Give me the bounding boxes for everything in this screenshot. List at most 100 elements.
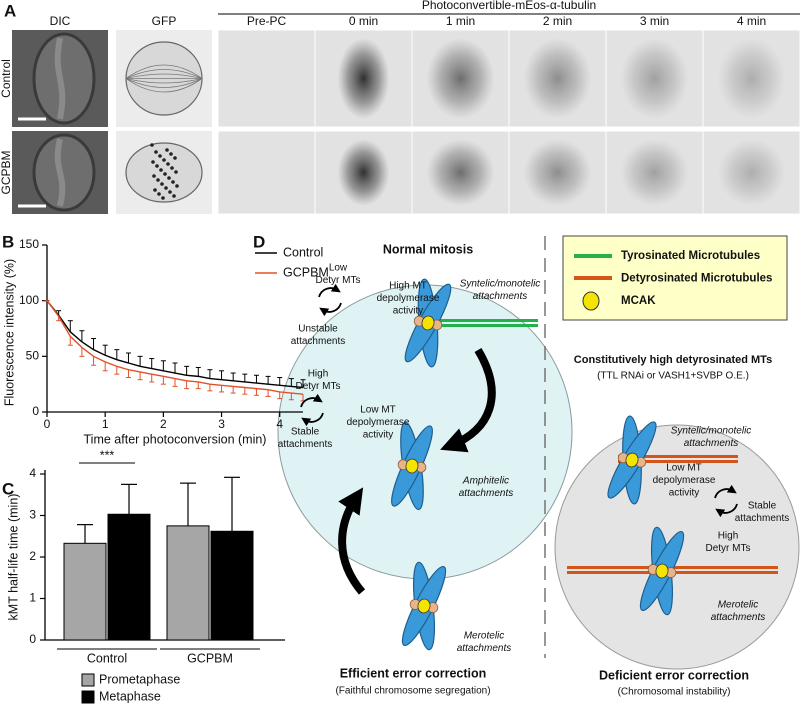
gfp-dot [159, 168, 163, 172]
diagram-label: depolymerase [347, 417, 410, 428]
column-header: Pre-PC [247, 14, 287, 28]
gfp-dot [171, 180, 175, 184]
y-tick-label: 50 [26, 349, 40, 363]
cycle-arrow [300, 393, 323, 408]
dic-plate [54, 37, 66, 120]
dic-cell [32, 32, 96, 125]
diagram-label: Detyr MTs [296, 381, 341, 392]
diagram-label: High [308, 369, 329, 380]
x-tick-label: 2 [160, 417, 167, 431]
x-tick-label: 3 [218, 417, 225, 431]
diagram-label: attachments [684, 438, 738, 449]
diagram-label: High [718, 531, 739, 542]
gfp-dot [150, 143, 154, 147]
pc-signal [523, 38, 592, 119]
bar [210, 530, 254, 641]
x-tick-label: 0 [44, 417, 51, 431]
diagram-label: depolymerase [377, 293, 440, 304]
gfp-fiber [125, 78, 203, 93]
row-label: Control [0, 59, 13, 98]
series-line [46, 300, 304, 395]
footer-title: Deficient error correction [599, 668, 749, 682]
mcak [417, 598, 431, 614]
diagram-label: attachments [711, 612, 765, 623]
gfp-fiber [125, 78, 203, 84]
pc-signal [620, 139, 689, 206]
panel-label: C [2, 479, 14, 498]
column-header: 0 min [349, 14, 378, 28]
gfp-dot [166, 162, 170, 166]
gfp-dot [152, 174, 156, 178]
pc-image [217, 29, 316, 128]
y-tick-label: 0 [32, 404, 39, 418]
gfp-dot [154, 150, 158, 154]
legend-label: Metaphase [99, 689, 161, 703]
chromosome [401, 561, 447, 651]
legend-label: Tyrosinated Microtubules [621, 250, 760, 262]
panel-label: B [2, 232, 14, 251]
diagram-label: Unstable [298, 324, 338, 335]
dic-plate [54, 138, 66, 207]
chromosome [404, 278, 452, 368]
group-header: Photoconvertible-mEos-α-tubulin [422, 0, 596, 12]
cycle-arrow [301, 412, 324, 427]
diagram-label: attachments [457, 643, 511, 654]
diagram-label: attachments [291, 336, 345, 347]
gfp-dot [160, 182, 164, 186]
gfp-fiber [125, 64, 203, 79]
diagram-label: attachments [473, 291, 527, 302]
series-line [46, 300, 304, 389]
bar [63, 542, 107, 641]
gfp-dot [156, 178, 160, 182]
correction-arrow [440, 347, 496, 453]
x-tick-label: GCPBM [187, 651, 233, 665]
pc-signal [523, 139, 592, 206]
mcak [655, 563, 669, 579]
gfp-dot [161, 196, 165, 200]
legend-mcak [582, 291, 600, 311]
footer-subtitle: (Faithful chromosome segregation) [335, 686, 490, 697]
column-header: 4 min [737, 14, 766, 28]
diagram-label: Stable [748, 501, 777, 512]
diagram-label: Low [329, 263, 348, 274]
bar [107, 513, 151, 641]
gfp-fiber [125, 73, 203, 79]
legend-label: GCPBM [283, 265, 329, 279]
diagram-label: Syntelic/monotelic [460, 279, 541, 290]
y-axis-title: kMT half-life time (min) [6, 494, 20, 621]
gfp-dot [158, 154, 162, 158]
pc-signal [337, 38, 390, 119]
legend-label: Control [283, 245, 323, 259]
diagram-label: depolymerase [653, 475, 716, 486]
gfp-dot [162, 158, 166, 162]
y-axis-title: Fluorescence intensity (%) [2, 259, 16, 406]
row-label: GCPBM [0, 150, 13, 194]
cycle-arrow [318, 283, 341, 298]
pc-signal [717, 139, 786, 206]
gfp-dot [175, 184, 179, 188]
y-tick-label: 4 [29, 466, 36, 480]
diagram-title: Normal mitosis [383, 242, 473, 256]
gfp-spindle [125, 142, 203, 203]
pc-signal [337, 139, 390, 206]
diagram-label: activity [669, 488, 700, 499]
significance-label: *** [100, 448, 115, 462]
column-header: 2 min [543, 14, 572, 28]
gfp-dot [153, 188, 157, 192]
pc-signal [426, 139, 495, 206]
legend-swatch [81, 690, 95, 704]
legend-label: MCAK [621, 295, 656, 307]
y-tick-label: 150 [19, 237, 39, 251]
diagram-label: Detyr MTs [316, 275, 361, 286]
pc-signal [620, 38, 689, 119]
y-tick-label: 0 [29, 632, 36, 646]
footer-subtitle: (Chromosomal instability) [618, 687, 731, 698]
chromosome [391, 421, 433, 511]
gfp-dot [172, 194, 176, 198]
gfp-dot [173, 156, 177, 160]
gfp-fiber [125, 78, 203, 88]
bar [166, 525, 210, 641]
diagram-label: attachments [459, 488, 513, 499]
gfp-dot [168, 190, 172, 194]
